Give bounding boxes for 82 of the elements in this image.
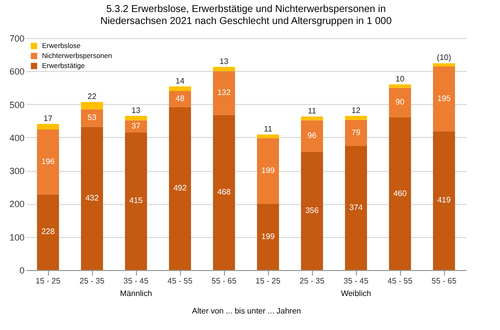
bar xyxy=(81,102,103,110)
chart-title: 5.3.2 Erwerbslose, Erwerbstätige und Nichterwerbspersonen in Niedersachsen 2021 nach Geschlecht und Altersgruppen in 1 000 xyxy=(100,4,392,27)
x-tick-label: 25 - 35 xyxy=(300,276,326,286)
bar xyxy=(345,146,367,270)
data-label: 22 xyxy=(88,92,97,101)
x-tick-label: 45 - 55 xyxy=(388,276,414,286)
data-label: 415 xyxy=(129,196,144,206)
data-label: 195 xyxy=(437,94,452,103)
bar xyxy=(389,118,411,270)
data-label: 53 xyxy=(88,113,97,122)
bar xyxy=(257,134,279,138)
data-label: 374 xyxy=(349,203,364,212)
x-tick-label: 45 - 55 xyxy=(168,276,194,286)
bar xyxy=(125,132,147,270)
data-label: 132 xyxy=(217,88,232,98)
data-label: 196 xyxy=(41,156,56,166)
y-tick-label: 400 xyxy=(9,132,24,143)
data-label: 11 xyxy=(264,124,273,134)
bar xyxy=(125,120,147,132)
x-tick-label: 35 - 45 xyxy=(344,276,370,286)
bar xyxy=(125,116,147,120)
bar xyxy=(37,124,59,130)
bar xyxy=(345,116,367,120)
data-label: 12 xyxy=(352,106,361,115)
data-label: 11 xyxy=(308,106,317,116)
y-tick-label: 100 xyxy=(9,232,24,242)
data-label: (10) xyxy=(436,53,452,62)
bar xyxy=(433,131,455,270)
data-label: 14 xyxy=(176,76,185,86)
data-label: 356 xyxy=(305,206,320,216)
bar xyxy=(169,86,191,92)
data-label: 432 xyxy=(85,193,100,202)
bar xyxy=(37,129,59,194)
data-label: 199 xyxy=(261,166,276,176)
bar xyxy=(81,126,103,270)
bar xyxy=(257,204,279,270)
bar xyxy=(169,106,191,270)
bar xyxy=(169,91,191,107)
text: Weiblich xyxy=(340,289,372,298)
x-tick-label: 55 - 65 xyxy=(432,276,458,286)
x-tick-label: 25 - 35 xyxy=(80,276,106,286)
y-tick-label: 600 xyxy=(9,66,24,77)
bar xyxy=(433,66,455,132)
bar xyxy=(345,120,367,146)
bar xyxy=(389,84,411,88)
x-tick-label: 15 - 25 xyxy=(256,276,282,286)
x-tick-label: 15 - 25 xyxy=(36,276,62,286)
bar xyxy=(433,63,455,67)
data-label: 48 xyxy=(176,94,185,103)
bar xyxy=(301,116,323,120)
x-tick-label: 55 - 65 xyxy=(212,276,238,286)
data-label: 228 xyxy=(41,227,56,236)
x-axis-title: Alter von ... bis unter ... Jahren xyxy=(192,306,301,316)
data-label: 37 xyxy=(132,121,141,130)
y-tick-label: 300 xyxy=(9,166,24,176)
data-label: 199 xyxy=(261,232,276,242)
data-label: 90 xyxy=(396,98,405,107)
data-label: 13 xyxy=(132,106,141,115)
y-tick-label: 700 xyxy=(9,34,24,44)
data-label: 17 xyxy=(44,114,53,123)
data-label: 460 xyxy=(393,188,408,198)
data-label: 10 xyxy=(396,74,405,84)
data-label: 468 xyxy=(217,187,232,196)
bar xyxy=(301,120,323,152)
data-label: 492 xyxy=(173,183,188,192)
bar xyxy=(213,71,235,115)
text: Männlich xyxy=(120,289,152,298)
y-tick-label: 500 xyxy=(9,100,24,110)
bar xyxy=(37,194,59,270)
bar xyxy=(213,66,235,72)
data-label: 419 xyxy=(437,196,452,205)
bar xyxy=(389,88,411,118)
x-tick-label: 35 - 45 xyxy=(124,276,150,286)
data-label: 96 xyxy=(308,131,317,140)
bar xyxy=(81,109,103,127)
data-label: 13 xyxy=(220,56,229,66)
data-label: 79 xyxy=(352,128,361,137)
bar xyxy=(301,152,323,270)
bar xyxy=(257,138,279,204)
bar xyxy=(213,114,235,270)
y-tick-label: 0 xyxy=(19,266,24,276)
y-tick-label: 200 xyxy=(9,199,24,210)
